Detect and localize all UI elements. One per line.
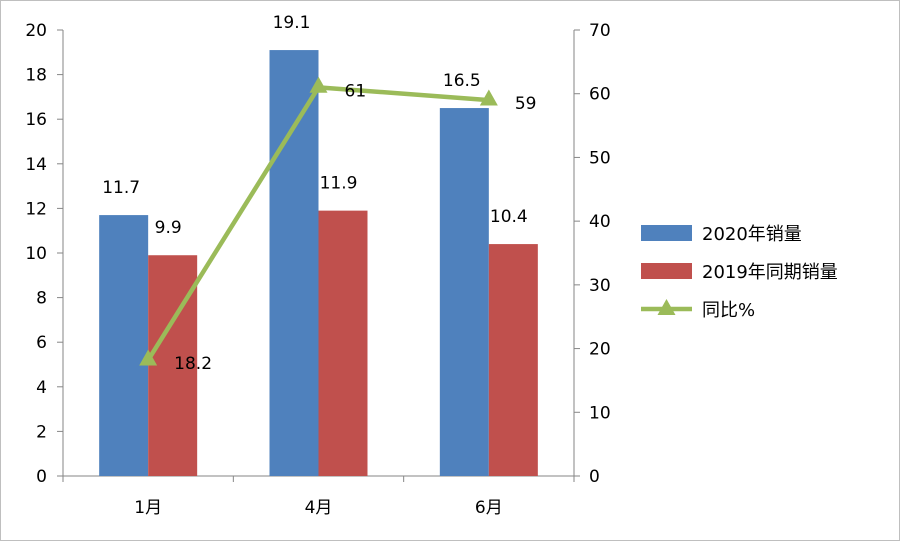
right-tick-label: 50 bbox=[589, 148, 611, 168]
right-tick-label: 60 bbox=[589, 85, 611, 105]
left-tick-label: 6 bbox=[36, 333, 47, 353]
left-tick-label: 10 bbox=[25, 244, 47, 264]
bar-data-label: 9.9 bbox=[155, 218, 182, 238]
left-tick-label: 8 bbox=[36, 289, 47, 309]
right-tick-label: 10 bbox=[589, 403, 611, 423]
bar-data-label: 11.9 bbox=[320, 174, 358, 194]
left-tick-label: 18 bbox=[25, 66, 47, 86]
bar-2019年同期销量 bbox=[488, 244, 538, 476]
bar-data-label: 16.5 bbox=[443, 71, 481, 91]
line-marker-triangle bbox=[139, 349, 158, 366]
left-tick-label: 12 bbox=[25, 199, 47, 219]
x-category-label: 1月 bbox=[134, 498, 162, 518]
right-tick-label: 30 bbox=[589, 276, 611, 296]
x-category-label: 6月 bbox=[475, 498, 503, 518]
bar-2020年销量 bbox=[99, 215, 149, 476]
legend-label: 2020年销量 bbox=[702, 224, 802, 245]
line-data-label: 61 bbox=[345, 81, 367, 101]
bar-2019年同期销量 bbox=[318, 210, 368, 476]
right-tick-label: 40 bbox=[589, 212, 611, 232]
legend-swatch-triangle bbox=[657, 299, 676, 315]
left-tick-label: 4 bbox=[36, 378, 47, 398]
legend-label: 2019年同期销量 bbox=[702, 262, 838, 283]
left-tick-label: 20 bbox=[25, 21, 47, 41]
line-marker-triangle bbox=[479, 89, 498, 106]
bar-2020年销量 bbox=[269, 50, 319, 476]
bar-2020年销量 bbox=[439, 108, 489, 477]
line-data-label: 59 bbox=[515, 94, 537, 114]
bar-data-label: 10.4 bbox=[490, 207, 528, 227]
x-category-label: 4月 bbox=[305, 498, 333, 518]
bar-data-label: 11.7 bbox=[102, 178, 140, 198]
bar-data-label: 19.1 bbox=[273, 13, 311, 33]
right-tick-label: 0 bbox=[589, 467, 600, 487]
left-tick-label: 16 bbox=[25, 110, 47, 130]
left-tick-label: 2 bbox=[36, 422, 47, 442]
line-marker-triangle bbox=[309, 76, 328, 93]
left-tick-label: 14 bbox=[25, 155, 47, 175]
right-tick-label: 20 bbox=[589, 340, 611, 360]
left-tick-label: 0 bbox=[36, 467, 47, 487]
legend-label: 同比% bbox=[702, 300, 755, 321]
legend-swatch-2020年销量 bbox=[641, 225, 692, 241]
right-tick-label: 70 bbox=[589, 21, 611, 41]
legend-swatch-2019年同期销量 bbox=[641, 263, 692, 279]
line-data-label: 18.2 bbox=[174, 354, 212, 374]
